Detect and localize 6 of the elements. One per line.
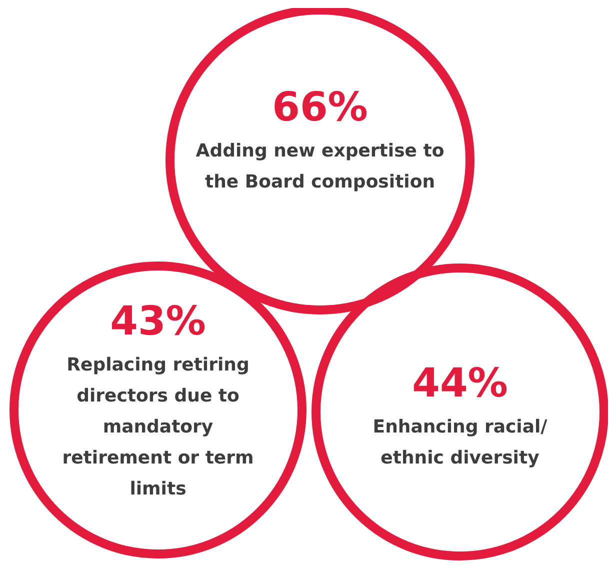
- category-label: Enhancing racial/ ethnic diversity: [372, 416, 548, 469]
- data-label: 66%: [272, 84, 368, 130]
- data-label: 44%: [412, 360, 508, 406]
- category-label: Adding new expertise to the Board composition: [196, 140, 444, 193]
- category-label: Replacing retiring directors due to mandatory retirement or term limits: [62, 354, 254, 500]
- data-label: 43%: [110, 298, 206, 344]
